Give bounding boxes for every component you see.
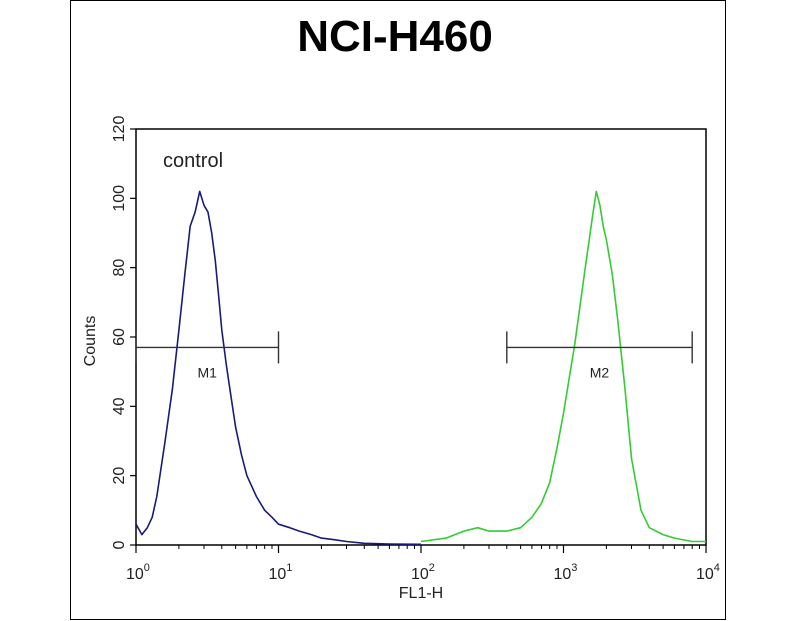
x-tick-label: 103 [554,562,578,583]
x-tick-label: 102 [411,562,435,583]
x-tick-label: 101 [269,562,293,583]
x-tick-base: 10 [126,566,144,583]
x-tick-base: 10 [269,566,287,583]
x-tick-exponent: 4 [714,562,720,574]
histogram-series-1 [135,190,422,546]
y-axis-label: Counts [82,316,99,367]
series-layer [135,190,706,546]
gate-m1-label: M1 [198,364,218,380]
x-tick-exponent: 1 [286,562,292,574]
x-axis-label: FL1-H [399,585,443,602]
x-tick-base: 10 [696,566,714,583]
plot-area [135,128,707,546]
x-tick-base: 10 [411,566,429,583]
y-tick-label: 40 [111,397,128,415]
histogram-series-2 [420,190,706,543]
y-tick-label: 100 [111,185,128,212]
x-tick-label: 100 [126,562,150,583]
x-tick-base: 10 [554,566,572,583]
x-tick-exponent: 2 [429,562,435,574]
y-tick-label: 80 [111,259,128,277]
gate-m2-label: M2 [590,364,610,380]
chart-frame: NCI-H460 M1 M2 0 20 40 60 80 100 120 100 101 102 10… [70,0,726,620]
y-tick-label: 120 [111,116,128,143]
control-annotation: control [163,150,223,172]
y-tick-label: 60 [111,328,128,346]
x-tick-exponent: 3 [571,562,577,574]
chart-title: NCI-H460 [297,12,493,61]
x-tick-exponent: 0 [144,562,150,574]
marker-layer: M1 M2 [135,331,693,380]
y-tick-label: 0 [111,540,128,549]
y-tick-label: 20 [111,467,128,485]
x-tick-label: 104 [696,562,720,583]
